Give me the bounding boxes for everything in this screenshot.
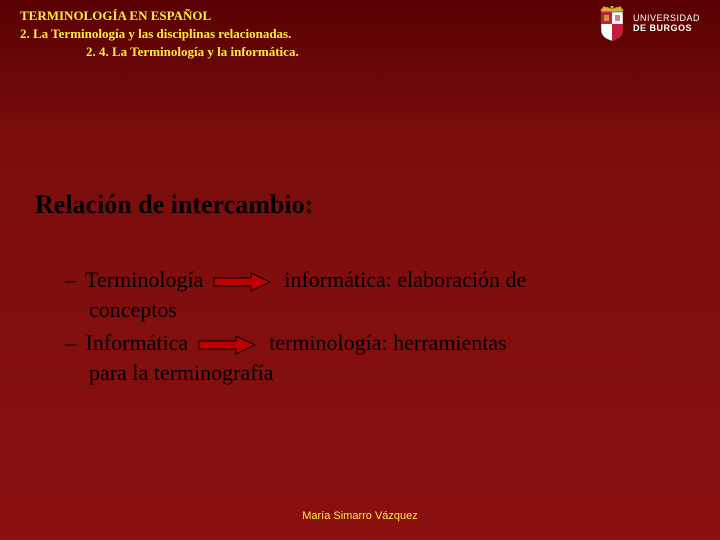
- shield-icon: [597, 6, 627, 42]
- bullet-continuation: para la terminografía: [65, 358, 685, 388]
- bullet-dash: –: [65, 330, 76, 355]
- bullet-after-arrow: informática: elaboración de: [284, 267, 526, 292]
- bullet-before-arrow: Informática: [86, 330, 189, 355]
- bullet-dash: –: [65, 267, 76, 292]
- header-section: 2. 4. La Terminología y la informática.: [86, 44, 700, 60]
- slide-title: Relación de intercambio:: [35, 190, 685, 220]
- footer-author: María Simarro Vázquez: [0, 510, 720, 522]
- logo-text-line2: DE BURGOS: [633, 24, 700, 34]
- bullet-continuation: conceptos: [65, 295, 685, 325]
- bullet-list: – Terminología informática: elaboración …: [35, 265, 685, 388]
- list-item: – Informática terminología: herramientas…: [65, 328, 685, 387]
- university-logo: UNIVERSIDAD DE BURGOS: [597, 6, 700, 42]
- logo-text: UNIVERSIDAD DE BURGOS: [633, 14, 700, 34]
- list-item: – Terminología informática: elaboración …: [65, 265, 685, 324]
- bullet-after-arrow: terminología: herramientas: [269, 330, 507, 355]
- slide: TERMINOLOGÍA EN ESPAÑOL 2. La Terminolog…: [0, 0, 720, 540]
- content-area: Relación de intercambio: – Terminología …: [35, 190, 685, 392]
- bullet-before-arrow: Terminología: [85, 267, 203, 292]
- arrow-icon: [198, 335, 256, 355]
- arrow-icon: [213, 272, 271, 292]
